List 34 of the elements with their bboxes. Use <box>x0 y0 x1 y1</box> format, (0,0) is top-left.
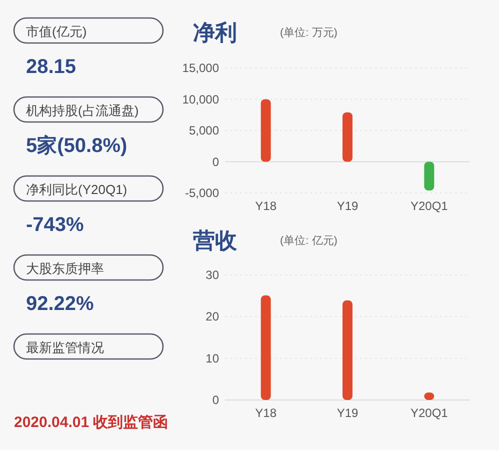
y-tick-label: 30 <box>206 268 220 282</box>
text: 净利同比(Y20Q1) <box>26 182 128 197</box>
y-tick-label: 15,000 <box>182 61 220 75</box>
y-tick-label: -5,000 <box>184 186 220 200</box>
text: 2020.04.01 收到监管函 <box>14 414 168 431</box>
chart-subtitle: (单位: 亿元) <box>280 234 338 247</box>
x-tick-label: Y18 <box>255 199 277 213</box>
text: 5家(50.8%) <box>26 134 128 157</box>
text: 28.15 <box>26 56 76 78</box>
text: 大股东质押率 <box>26 261 104 276</box>
y-tick-label: 10,000 <box>182 92 220 106</box>
x-tick-label: Y19 <box>336 406 358 420</box>
text: 机构持股(占流通盘) <box>26 103 139 118</box>
text: 最新监管情况 <box>26 340 104 355</box>
y-tick-label: 0 <box>212 393 220 407</box>
bar <box>424 162 434 190</box>
text: -743% <box>26 214 84 236</box>
x-tick-label: Y19 <box>336 199 358 213</box>
bar <box>260 295 271 400</box>
chart-title: 净利 <box>193 20 237 45</box>
text: 市值(亿元) <box>26 24 87 39</box>
x-tick-label: Y20Q1 <box>410 199 448 213</box>
text: 92.22% <box>26 293 94 315</box>
chart-title: 营收 <box>192 228 238 253</box>
chart-subtitle: (单位: 万元) <box>280 26 338 39</box>
x-tick-label: Y18 <box>255 406 277 420</box>
bar <box>260 99 271 162</box>
y-tick-label: 5,000 <box>188 124 220 138</box>
x-tick-label: Y20Q1 <box>410 406 448 420</box>
bar <box>342 112 352 162</box>
y-tick-label: 20 <box>206 310 220 324</box>
bar <box>342 300 352 400</box>
y-tick-label: 10 <box>206 351 220 366</box>
y-tick-label: 0 <box>212 154 220 169</box>
